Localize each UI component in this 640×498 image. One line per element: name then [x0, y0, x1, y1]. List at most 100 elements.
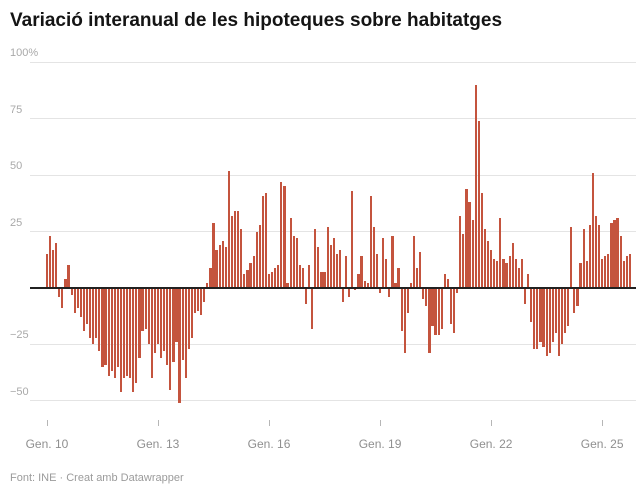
bar[interactable] — [382, 238, 385, 288]
bar[interactable] — [193, 288, 197, 313]
bar[interactable] — [397, 267, 400, 288]
bar[interactable] — [588, 224, 591, 288]
bar[interactable] — [338, 249, 342, 288]
bar[interactable] — [403, 288, 406, 354]
bar[interactable] — [388, 288, 391, 298]
bar[interactable] — [486, 240, 490, 288]
bar[interactable] — [425, 288, 428, 307]
bar[interactable] — [52, 249, 55, 288]
bar[interactable] — [493, 258, 496, 288]
bar[interactable] — [366, 283, 369, 288]
bar[interactable] — [462, 233, 465, 288]
bar[interactable] — [511, 242, 514, 288]
bar[interactable] — [496, 260, 499, 288]
bar[interactable] — [70, 288, 73, 295]
bar[interactable] — [499, 218, 502, 288]
bar[interactable] — [289, 218, 292, 288]
bar[interactable] — [116, 288, 119, 367]
bar[interactable] — [175, 288, 178, 343]
bar[interactable] — [502, 258, 505, 288]
bar[interactable] — [530, 288, 533, 322]
bar[interactable] — [560, 288, 564, 345]
bar[interactable] — [267, 274, 271, 288]
bar[interactable] — [597, 224, 601, 288]
bar[interactable] — [351, 190, 354, 288]
bar[interactable] — [348, 288, 351, 298]
bar[interactable] — [304, 288, 308, 304]
bar[interactable] — [542, 288, 545, 347]
bar[interactable] — [505, 263, 508, 288]
bar[interactable] — [314, 229, 317, 288]
bar[interactable] — [329, 245, 332, 288]
bar[interactable] — [412, 236, 416, 288]
bar[interactable] — [369, 195, 372, 288]
bar[interactable] — [264, 193, 268, 288]
bar[interactable] — [527, 274, 530, 288]
bar[interactable] — [295, 238, 298, 288]
bar[interactable] — [591, 172, 594, 288]
bar[interactable] — [428, 288, 431, 354]
bar[interactable] — [570, 227, 573, 288]
bar[interactable] — [255, 231, 258, 288]
bar[interactable] — [400, 288, 403, 331]
bar[interactable] — [449, 288, 453, 325]
bar[interactable] — [375, 254, 379, 288]
bar[interactable] — [48, 236, 52, 288]
bar[interactable] — [443, 274, 446, 288]
bar[interactable] — [224, 247, 227, 288]
bar[interactable] — [490, 249, 493, 288]
bar[interactable] — [206, 283, 209, 288]
bar[interactable] — [132, 288, 135, 392]
bar[interactable] — [335, 254, 338, 288]
bar[interactable] — [166, 288, 169, 365]
bar[interactable] — [372, 227, 375, 288]
bar[interactable] — [594, 215, 598, 288]
bar[interactable] — [459, 215, 462, 288]
bar[interactable] — [113, 288, 116, 379]
bar[interactable] — [341, 288, 345, 302]
bar[interactable] — [135, 288, 138, 383]
bar[interactable] — [187, 288, 190, 349]
bar[interactable] — [320, 272, 323, 288]
bar[interactable] — [261, 195, 264, 288]
bar[interactable] — [406, 288, 409, 313]
bar[interactable] — [564, 288, 567, 334]
bar[interactable] — [298, 265, 301, 288]
bar[interactable] — [89, 288, 92, 338]
bar[interactable] — [582, 229, 585, 288]
bar[interactable] — [203, 288, 206, 302]
bar[interactable] — [471, 220, 474, 288]
bar[interactable] — [64, 278, 67, 288]
bar[interactable] — [391, 236, 394, 288]
bar[interactable] — [45, 254, 49, 288]
bar[interactable] — [119, 288, 123, 392]
bar[interactable] — [212, 222, 215, 288]
bar[interactable] — [184, 288, 187, 379]
bar[interactable] — [409, 283, 412, 288]
bar[interactable] — [85, 288, 89, 325]
bar[interactable] — [616, 218, 619, 288]
bar[interactable] — [129, 288, 132, 379]
bar[interactable] — [301, 267, 305, 288]
bar[interactable] — [190, 288, 193, 338]
bar[interactable] — [76, 288, 79, 309]
bar[interactable] — [61, 288, 64, 309]
bar[interactable] — [221, 240, 224, 288]
bar[interactable] — [483, 229, 487, 288]
bar[interactable] — [317, 247, 320, 288]
bar[interactable] — [419, 251, 422, 288]
bar[interactable] — [567, 288, 570, 327]
bar[interactable] — [107, 288, 110, 376]
bar[interactable] — [548, 288, 551, 354]
bar[interactable] — [508, 256, 511, 288]
bar[interactable] — [480, 193, 483, 288]
bar[interactable] — [604, 256, 607, 288]
bar[interactable] — [551, 288, 554, 343]
bar[interactable] — [67, 265, 70, 288]
bar[interactable] — [169, 288, 172, 390]
bar[interactable] — [332, 238, 335, 288]
bar[interactable] — [415, 267, 419, 288]
bar[interactable] — [422, 288, 425, 300]
bar[interactable] — [539, 288, 542, 343]
bar[interactable] — [55, 242, 58, 288]
